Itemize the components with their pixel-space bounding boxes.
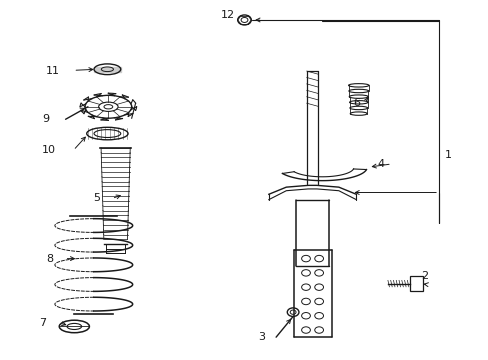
- Text: 6: 6: [352, 98, 359, 108]
- Text: 5: 5: [93, 193, 100, 203]
- Text: 7: 7: [39, 318, 46, 328]
- Bar: [409, 276, 422, 292]
- Text: 11: 11: [45, 66, 60, 76]
- Text: 10: 10: [41, 145, 56, 155]
- Text: 3: 3: [258, 332, 264, 342]
- Text: 9: 9: [42, 114, 50, 124]
- Text: 4: 4: [376, 159, 384, 169]
- Text: 8: 8: [46, 253, 54, 264]
- Text: 1: 1: [444, 150, 451, 160]
- Text: 2: 2: [420, 271, 427, 282]
- Text: 12: 12: [220, 10, 234, 20]
